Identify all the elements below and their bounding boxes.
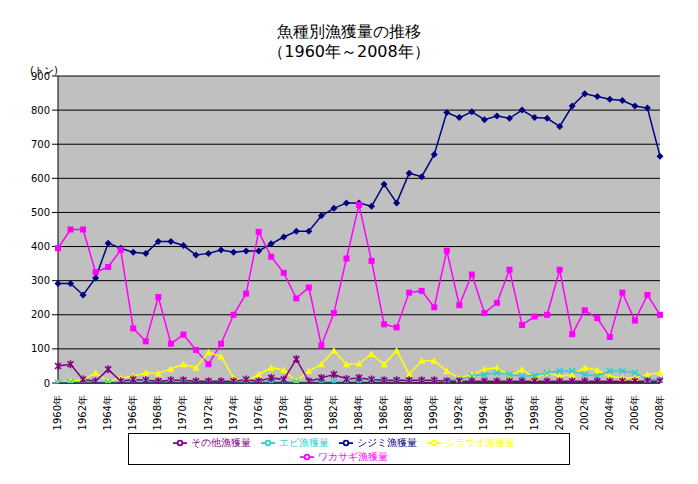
svg-text:1986年: 1986年: [378, 395, 389, 430]
svg-text:1988年: 1988年: [403, 395, 414, 430]
svg-text:2002年: 2002年: [579, 395, 590, 430]
svg-text:1968年: 1968年: [152, 395, 163, 430]
svg-text:800: 800: [31, 105, 50, 116]
svg-text:1980年: 1980年: [303, 395, 314, 430]
svg-text:0: 0: [44, 378, 50, 389]
svg-text:300: 300: [31, 275, 50, 286]
svg-text:200: 200: [31, 309, 50, 320]
svg-text:2004年: 2004年: [604, 395, 615, 430]
svg-text:1996年: 1996年: [504, 395, 515, 430]
svg-text:1962年: 1962年: [77, 395, 88, 430]
svg-text:1982年: 1982年: [328, 395, 339, 430]
svg-text:1984年: 1984年: [353, 395, 364, 430]
svg-text:400: 400: [31, 241, 50, 252]
svg-text:1972年: 1972年: [203, 395, 214, 430]
svg-text:2008年: 2008年: [654, 395, 665, 430]
svg-text:1998年: 1998年: [529, 395, 540, 430]
svg-text:1960年: 1960年: [52, 395, 63, 430]
svg-text:1966年: 1966年: [127, 395, 138, 430]
svg-text:2006年: 2006年: [629, 395, 640, 430]
svg-text:700: 700: [31, 139, 50, 150]
svg-text:600: 600: [31, 173, 50, 184]
svg-text:2000年: 2000年: [554, 395, 565, 430]
svg-text:900: 900: [31, 71, 50, 82]
svg-text:1974年: 1974年: [228, 395, 239, 430]
svg-text:100: 100: [31, 343, 50, 354]
svg-text:1978年: 1978年: [278, 395, 289, 430]
svg-text:500: 500: [31, 207, 50, 218]
svg-text:1976年: 1976年: [253, 395, 264, 430]
svg-text:1990年: 1990年: [428, 395, 439, 430]
svg-text:1970年: 1970年: [177, 395, 188, 430]
svg-text:1964年: 1964年: [102, 395, 113, 430]
svg-text:1994年: 1994年: [478, 395, 489, 430]
svg-text:1992年: 1992年: [453, 395, 464, 430]
